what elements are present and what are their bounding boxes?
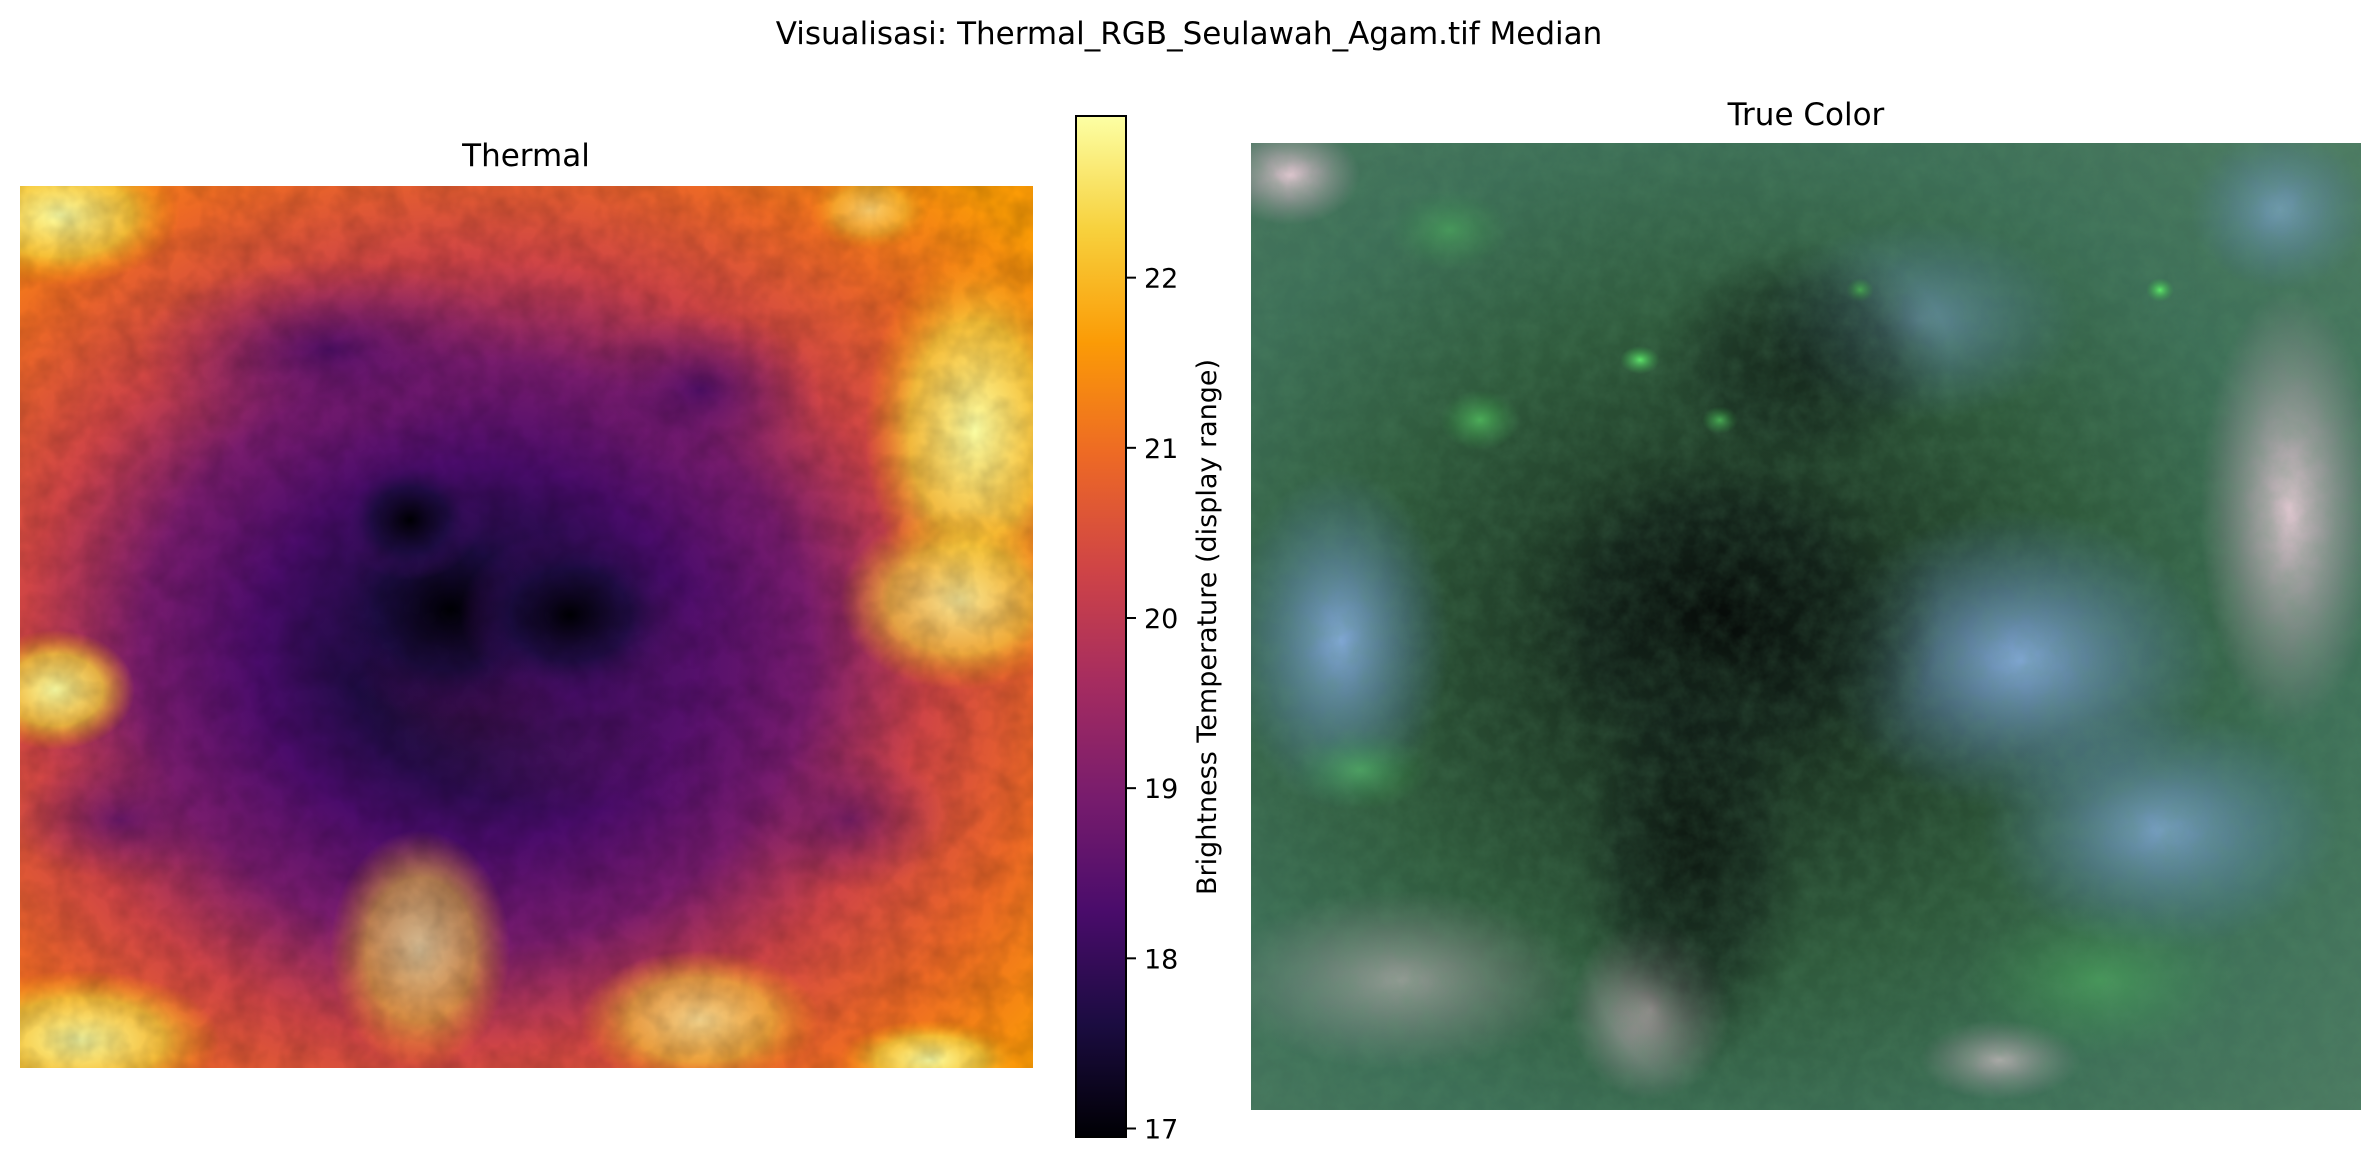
colorbar: 17 18 19 20 21 22 Brightness Temperature (dis… [1075, 115, 1223, 1145]
colorbar-tick-label: 22 [1144, 264, 1178, 295]
thermal-panel-title: Thermal [461, 138, 590, 174]
truecolor-panel-title: True Color [1727, 97, 1885, 133]
colorbar-label: Brightness Temperature (display range) [1192, 359, 1223, 895]
colorbar-tick-label: 17 [1144, 1114, 1178, 1145]
colorbar-ticks: 17 18 19 20 21 22 [1126, 264, 1178, 1145]
figure-suptitle: Visualisasi: Thermal_RGB_Seulawah_Agam.t… [776, 16, 1603, 52]
colorbar-gradient [1075, 115, 1127, 1138]
colorbar-tick-label: 20 [1144, 604, 1178, 635]
colorbar-tick-label: 21 [1144, 434, 1178, 465]
colorbar-tick-label: 19 [1144, 774, 1178, 805]
truecolor-image [1251, 143, 2361, 1110]
colorbar-tick-label: 18 [1144, 944, 1178, 975]
thermal-image [20, 186, 1033, 1068]
